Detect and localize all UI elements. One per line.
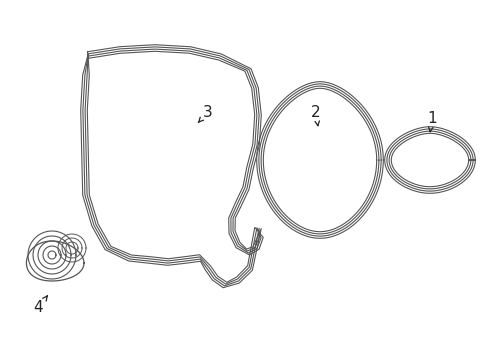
Text: 4: 4 — [33, 296, 47, 315]
Text: 1: 1 — [427, 111, 436, 132]
Text: 2: 2 — [310, 104, 320, 126]
Text: 3: 3 — [198, 104, 212, 122]
